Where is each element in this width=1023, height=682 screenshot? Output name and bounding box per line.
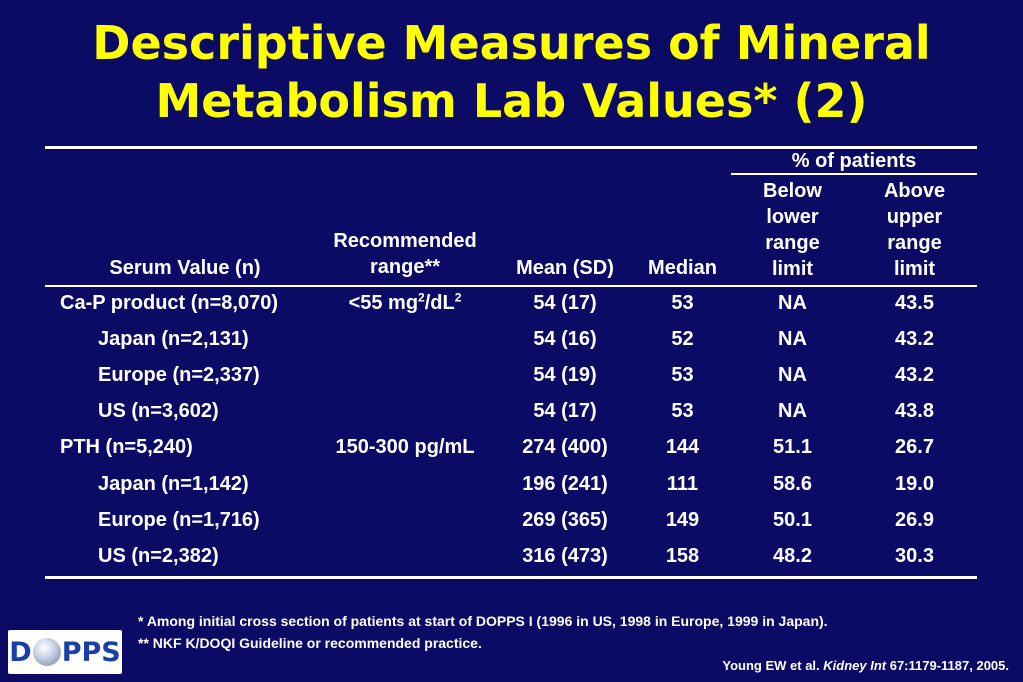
table-header-rule: [45, 285, 977, 287]
row-below-limit: NA: [778, 328, 807, 350]
header-range-line-2: range**: [369, 256, 441, 278]
table-bottom-rule: [45, 576, 977, 579]
dopps-logo: D PPS: [8, 630, 122, 674]
range-superscript: 2: [454, 290, 462, 305]
logo-text-right: PPS: [61, 636, 121, 668]
row-mean-sd: 54 (17): [533, 400, 597, 422]
footnote-2: ** NKF K/DOQI Guideline or recommended p…: [138, 635, 482, 651]
row-range: <55 mg2/dL2: [310, 290, 500, 316]
row-label: Europe (n=1,716): [98, 509, 260, 531]
row-mean-sd: 54 (17): [533, 292, 597, 314]
citation-authors: Young EW et al.: [722, 658, 824, 673]
header-below-line-1: Below: [763, 180, 822, 202]
row-above-limit: 26.7: [895, 436, 934, 458]
row-label: US (n=3,602): [98, 400, 219, 422]
row-below-limit: 58.6: [773, 473, 812, 495]
row-median: 52: [671, 328, 694, 350]
row-above-limit: 19.0: [895, 473, 934, 495]
header-above-line-2: upper: [886, 206, 943, 228]
row-above-limit: 26.9: [895, 509, 934, 531]
logo-text-left: D: [9, 636, 32, 668]
header-above-line-4: limit: [893, 258, 936, 280]
header-above-line-3: range: [887, 232, 942, 254]
header-median: Median: [648, 257, 717, 279]
row-range: 150-300 pg/mL: [335, 436, 475, 458]
row-median: 53: [671, 364, 694, 386]
slide-title-line-2: Metabolism Lab Values* (2): [155, 74, 868, 128]
group-header-rule: [731, 173, 977, 175]
row-median: 149: [665, 509, 700, 531]
range-unit: /dL: [424, 292, 455, 314]
row-median: 111: [666, 473, 699, 495]
header-serum-value: Serum Value (n): [109, 257, 261, 279]
row-above-limit: 43.2: [895, 364, 934, 386]
slide-title-line-1: Descriptive Measures of Mineral: [92, 16, 931, 70]
citation-details: 67:1179-1187, 2005.: [886, 658, 1009, 673]
row-below-limit: 51.1: [773, 436, 812, 458]
range-superscript: 2: [418, 290, 425, 305]
row-below-limit: 48.2: [773, 545, 812, 567]
row-above-limit: 43.5: [895, 292, 934, 314]
row-median: 53: [671, 292, 694, 314]
row-median: 144: [665, 436, 700, 458]
row-below-limit: NA: [778, 292, 807, 314]
table-top-rule: [45, 146, 977, 149]
row-mean-sd: 274 (400): [522, 436, 608, 458]
header-above-line-1: Above: [883, 180, 946, 202]
range-text: <55 mg: [348, 292, 419, 314]
globe-icon: [32, 638, 61, 666]
header-range-line-1: Recommended: [333, 230, 477, 252]
header-below-line-3: range: [765, 232, 820, 254]
header-mean-sd: Mean (SD): [516, 257, 614, 279]
row-median: 158: [665, 545, 700, 567]
row-label: Europe (n=2,337): [98, 364, 260, 386]
row-median: 53: [671, 400, 694, 422]
header-below-line-4: limit: [771, 258, 814, 280]
slide-title: Descriptive Measures of Mineral Metaboli…: [0, 14, 1023, 130]
row-below-limit: 50.1: [773, 509, 812, 531]
row-label: Ca-P product (n=8,070): [60, 292, 279, 314]
row-label: US (n=2,382): [98, 545, 219, 567]
row-above-limit: 43.2: [895, 328, 934, 350]
row-below-limit: NA: [778, 364, 807, 386]
row-label: Japan (n=1,142): [98, 473, 249, 495]
row-mean-sd: 269 (365): [522, 509, 608, 531]
row-above-limit: 30.3: [895, 545, 934, 567]
row-below-limit: NA: [778, 400, 807, 422]
citation-journal: Kidney Int: [823, 658, 887, 673]
footnote-1: * Among initial cross section of patient…: [138, 613, 828, 629]
row-mean-sd: 316 (473): [522, 545, 608, 567]
row-mean-sd: 54 (16): [533, 328, 597, 350]
row-mean-sd: 196 (241): [522, 473, 608, 495]
header-below-line-2: lower: [766, 206, 819, 228]
row-label: PTH (n=5,240): [60, 436, 193, 458]
row-label: Japan (n=2,131): [98, 328, 249, 350]
row-mean-sd: 54 (19): [533, 364, 597, 386]
citation: Young EW et al. Kidney Int 67:1179-1187,…: [722, 658, 1009, 674]
row-above-limit: 43.8: [895, 400, 934, 422]
header-percent-of-patients: % of patients: [791, 150, 917, 172]
